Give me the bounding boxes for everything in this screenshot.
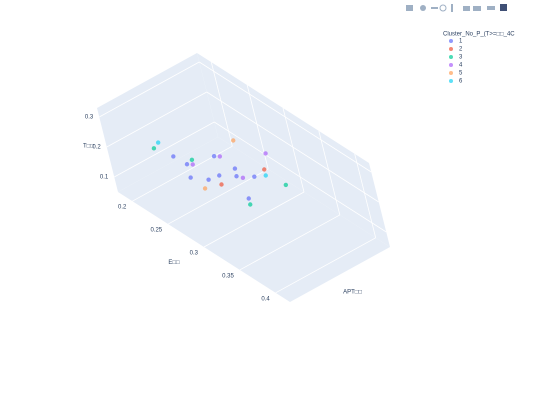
grid-line <box>214 121 387 233</box>
zoom-icon[interactable] <box>420 5 426 11</box>
point <box>219 182 224 187</box>
home-icon[interactable] <box>463 6 470 11</box>
point <box>189 157 195 163</box>
hover-icon[interactable] <box>487 6 495 10</box>
point <box>248 202 253 207</box>
legend-marker[interactable] <box>449 47 453 51</box>
turntable-icon[interactable] <box>451 4 453 12</box>
point <box>202 186 208 191</box>
point <box>263 151 268 156</box>
point <box>188 175 193 180</box>
legend-label: 4 <box>459 63 463 69</box>
legend-marker[interactable] <box>449 71 453 75</box>
point <box>155 140 161 145</box>
grid-line <box>203 191 305 248</box>
z-axis-title: T□□ <box>83 143 94 149</box>
legend-label: 2 <box>459 47 463 53</box>
y-axis-title: E□□ <box>168 260 180 266</box>
legend-label: 6 <box>459 79 463 85</box>
point <box>252 174 257 179</box>
point <box>171 154 176 159</box>
point <box>234 174 239 179</box>
legend-label: 3 <box>459 55 463 61</box>
y-tick-label: 0.4 <box>261 296 270 302</box>
z-tick-label: 0.1 <box>100 175 109 181</box>
legend-label: 5 <box>459 71 463 77</box>
y-tick-label: 0.3 <box>190 251 199 257</box>
legend-marker[interactable] <box>449 79 453 83</box>
grid-line <box>114 121 215 178</box>
point <box>190 162 195 167</box>
grid-line <box>354 153 377 238</box>
pan-icon[interactable] <box>431 7 438 9</box>
reset-icon[interactable] <box>473 6 481 11</box>
y-tick-label: 0.2 <box>118 205 127 211</box>
point <box>232 166 238 171</box>
point <box>184 162 190 167</box>
grid-line <box>99 61 200 118</box>
grid-line <box>167 168 269 225</box>
y-tick-label: 0.25 <box>150 228 162 234</box>
point <box>231 138 236 143</box>
grid-line <box>199 61 372 173</box>
camera-icon[interactable] <box>406 5 413 11</box>
point <box>217 154 223 159</box>
z-tick-label: 0.2 <box>92 145 101 151</box>
grid-line <box>206 91 379 203</box>
point <box>211 153 217 159</box>
legend-marker[interactable] <box>449 39 453 43</box>
point <box>263 173 268 178</box>
grid-line <box>239 214 341 271</box>
legend-marker[interactable] <box>449 55 453 59</box>
x-axis-title: APT□□ <box>343 290 362 296</box>
z-tick-label: 0.3 <box>85 115 94 121</box>
back-pane <box>97 53 218 192</box>
logo-icon[interactable] <box>500 4 507 11</box>
legend-title: Cluster_No_P_(T>=□□_4C <box>443 32 515 38</box>
point <box>206 177 211 182</box>
point <box>246 196 251 201</box>
grid-line <box>275 237 376 294</box>
point <box>217 173 222 178</box>
point <box>240 175 246 181</box>
point <box>151 146 157 151</box>
legend-marker[interactable] <box>449 63 453 67</box>
point <box>283 182 289 188</box>
legend-label: 1 <box>459 39 463 45</box>
grid-line <box>318 130 341 216</box>
toolbar <box>406 4 507 12</box>
orbit-icon[interactable] <box>439 4 447 12</box>
y-tick-label: 0.35 <box>222 273 234 279</box>
grid-line <box>282 107 305 193</box>
grid-line <box>106 91 207 148</box>
grid-line <box>210 62 233 147</box>
point <box>262 167 267 172</box>
